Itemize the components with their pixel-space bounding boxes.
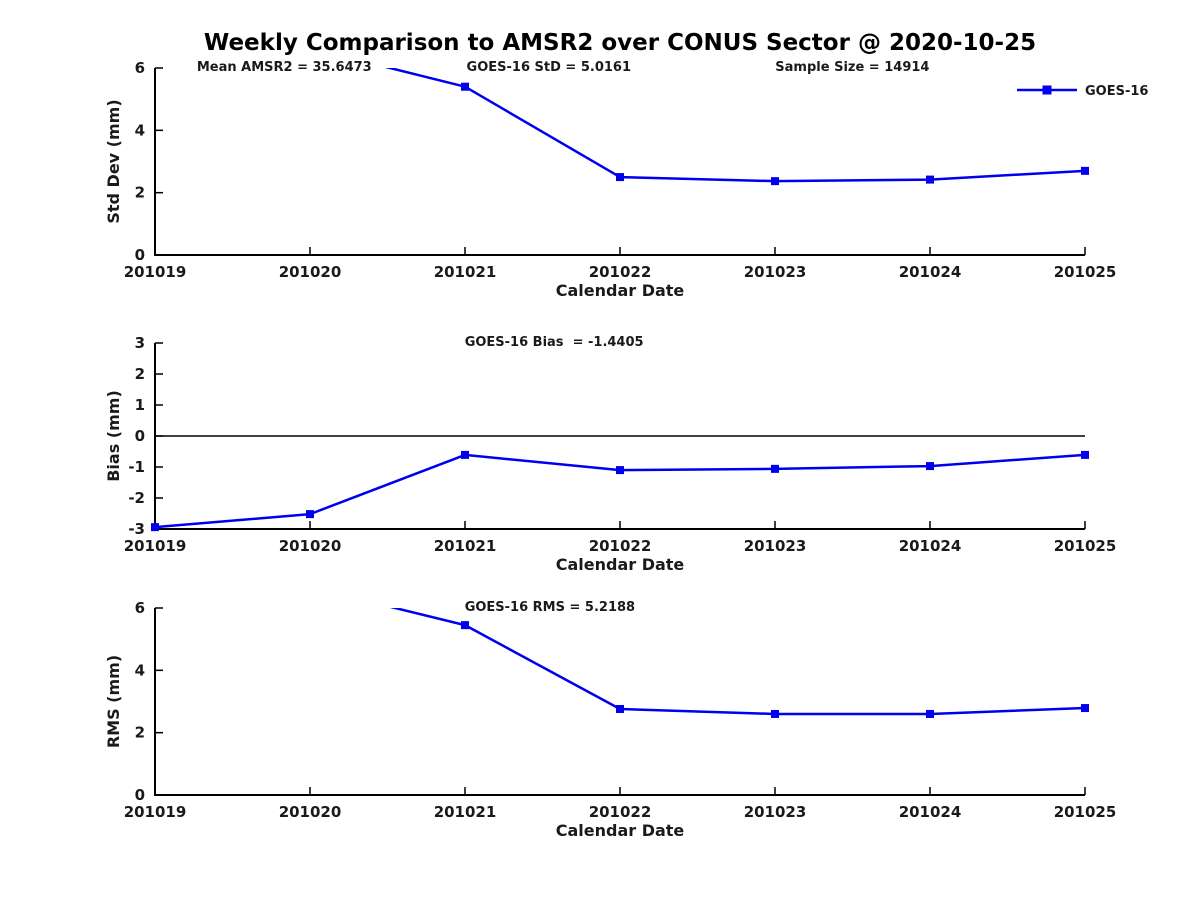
data-line [155,453,1085,529]
x-tick-label: 201023 [744,263,807,281]
x-tick-label: 201024 [899,537,962,555]
legend-label: GOES-16 [1085,84,1148,99]
x-tick-label: 201025 [1054,263,1117,281]
data-point-marker [926,462,934,471]
y-tick-label: 1 [135,396,145,414]
data-point-marker [616,173,624,182]
data-line [384,68,1085,183]
data-point-marker [461,621,469,630]
data-point-marker [926,709,934,718]
y-tick-label: 2 [135,724,145,742]
x-tick-label: 201021 [434,263,497,281]
x-tick-label: 201020 [279,263,342,281]
y-tick-label: -1 [128,458,145,476]
x-axis-label: Calendar Date [556,555,685,574]
y-tick-label: -2 [128,489,145,507]
annotation: Sample Size = 14914 [775,60,929,75]
x-axis-label: Calendar Date [556,281,685,300]
x-tick-label: 201021 [434,537,497,555]
data-point-marker [616,466,624,475]
legend-marker [1042,85,1052,95]
data-point-marker [771,464,779,473]
x-tick-label: 201019 [124,537,187,555]
annotation: GOES-16 StD = 5.0161 [467,60,631,75]
y-tick-label: 6 [135,59,145,77]
data-point-marker [1081,450,1089,459]
x-tick-label: 201025 [1054,537,1117,555]
axes [154,68,1085,256]
x-tick-label: 201023 [744,537,807,555]
axes [154,608,1085,796]
y-axis-label: RMS (mm) [104,655,123,748]
annotation: GOES-16 Bias = -1.4405 [465,335,644,350]
data-point-marker [771,177,779,186]
y-tick-label: 0 [135,427,145,445]
y-axis-label: Bias (mm) [104,390,123,482]
data-point-marker [306,510,314,519]
x-axis-label: Calendar Date [556,821,685,840]
y-tick-label: 4 [135,121,145,139]
annotation: Mean AMSR2 = 35.6473 [197,60,372,75]
x-tick-label: 201019 [124,263,187,281]
y-tick-label: 0 [135,246,145,264]
data-point-marker [1081,166,1089,175]
x-tick-label: 201020 [279,803,342,821]
x-tick-label: 201022 [589,803,652,821]
series-line-group [389,608,1085,716]
x-tick-label: 201024 [899,803,962,821]
annotation: GOES-16 RMS = 5.2188 [465,600,635,615]
y-tick-label: 0 [135,786,145,804]
data-point-marker [461,450,469,459]
data-point-marker [926,175,934,184]
y-tick-label: 6 [135,599,145,617]
x-tick-label: 201025 [1054,803,1117,821]
series-line-group [155,453,1085,529]
x-tick-label: 201020 [279,537,342,555]
data-point-marker [1081,704,1089,713]
y-tick-label: 2 [135,365,145,383]
data-line [389,608,1085,716]
legend: GOES-16 [1017,84,1148,99]
x-tick-label: 201021 [434,803,497,821]
data-point-marker [461,82,469,91]
y-tick-label: 4 [135,661,145,679]
data-point-marker [616,704,624,713]
subplot-2: 201019 201020 201021 201022 201023 201024 2010… [104,334,1116,574]
x-tick-label: 201019 [124,803,187,821]
figure-title: Weekly Comparison to AMSR2 over CONUS Se… [203,30,1037,56]
x-tick-label: 201022 [589,263,652,281]
data-point-marker [151,523,159,532]
y-tick-label: -3 [128,520,145,538]
x-tick-label: 201023 [744,803,807,821]
subplot-1: 201019 201020 201021 201022 201023 201024 2010… [104,59,1148,300]
x-tick-label: 201024 [899,263,962,281]
data-point-marker [771,709,779,718]
y-tick-label: 3 [135,334,145,352]
y-axis-label: Std Dev (mm) [104,99,123,223]
series-line-group [384,68,1085,183]
y-tick-label: 2 [135,184,145,202]
subplot-3: 201019 201020 201021 201022 201023 201024 2010… [104,599,1117,840]
x-tick-label: 201022 [589,537,652,555]
